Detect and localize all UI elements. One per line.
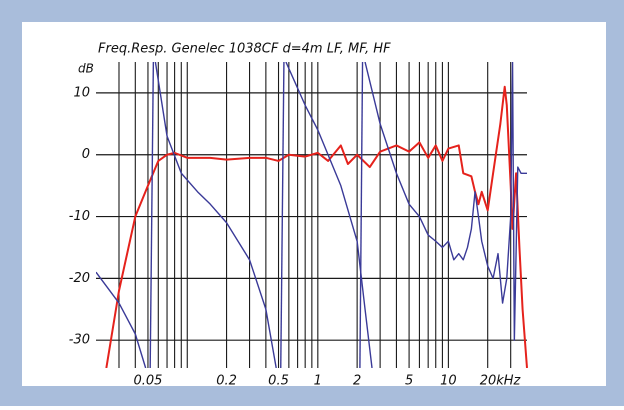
series-line: [96, 271, 147, 368]
series-line: [154, 62, 277, 368]
x-tick-label: 0.05: [133, 374, 162, 389]
y-tick-label: -20: [69, 271, 90, 286]
x-tick-label: 0.5: [268, 374, 289, 389]
series-line: [105, 85, 528, 368]
x-tick-label: 10: [440, 374, 457, 389]
y-axis-label: dB: [78, 62, 94, 76]
plot-area: [96, 62, 528, 368]
y-tick-label: -10: [69, 209, 90, 224]
y-tick-label: -30: [69, 333, 90, 348]
series-line: [149, 62, 155, 368]
series-line: [359, 62, 364, 368]
series-line: [280, 62, 285, 368]
series-line: [364, 62, 527, 341]
x-tick-label: 20kHz: [480, 374, 522, 389]
y-tick-label: 10: [73, 85, 90, 100]
series-line: [285, 62, 373, 368]
chart-title: Freq.Resp. Genelec 1038CF d=4m LF, MF, H…: [98, 42, 391, 57]
x-tick-label: 2: [353, 374, 361, 389]
y-tick-label: 0: [82, 147, 90, 162]
x-tick-label: 0.2: [216, 374, 237, 389]
grid: [96, 62, 527, 368]
x-tick-label: 1: [314, 374, 322, 389]
x-tick-label: 5: [405, 374, 413, 389]
